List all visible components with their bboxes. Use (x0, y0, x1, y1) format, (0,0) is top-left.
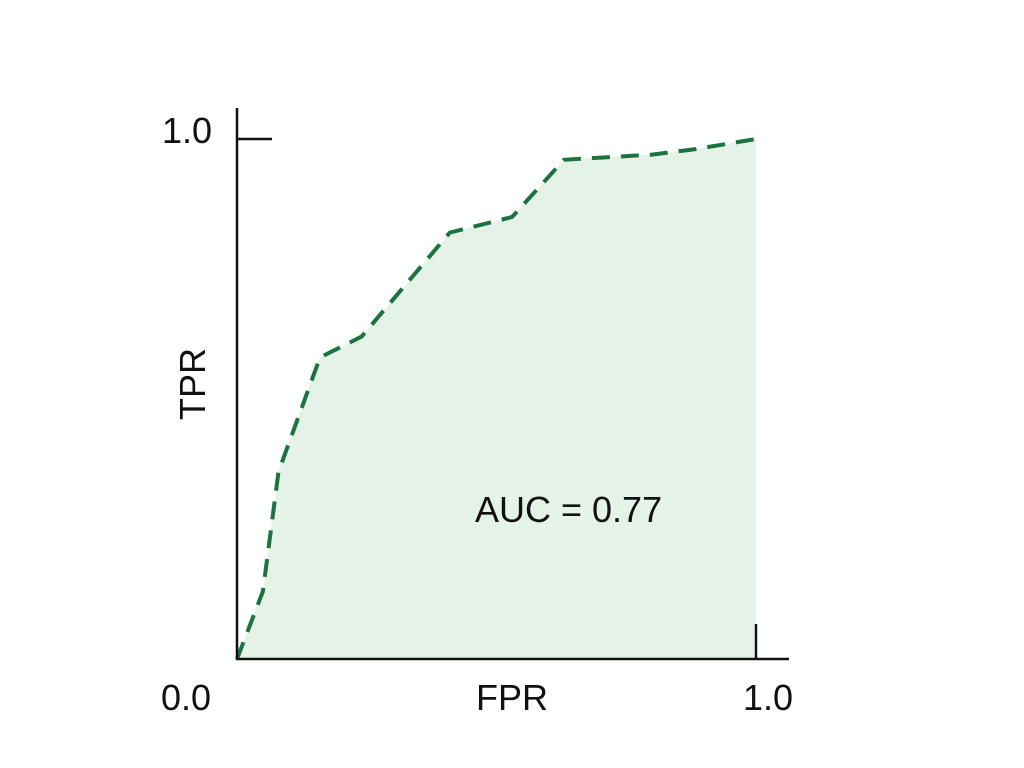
roc-curve-line (235, 137, 757, 660)
x-tick-label-1: 1.0 (743, 677, 793, 718)
y-tick-label-1: 1.0 (162, 110, 212, 151)
auc-annotation: AUC = 0.77 (475, 489, 662, 530)
y-axis-label: TPR (172, 348, 213, 420)
x-tick-label-0: 0.0 (161, 677, 211, 718)
x-axis-label: FPR (476, 677, 548, 718)
roc-area-fill (237, 139, 756, 659)
